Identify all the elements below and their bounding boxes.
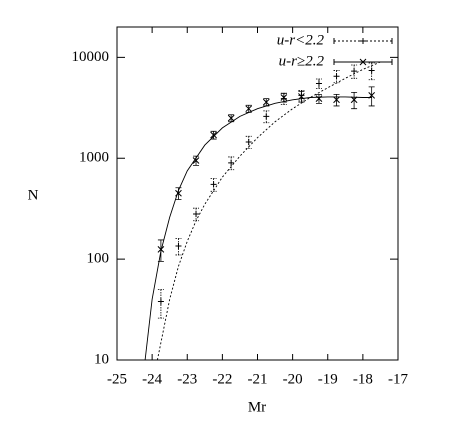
error-bar [351, 64, 358, 79]
marker-shape [263, 113, 270, 120]
marker-shape [193, 211, 200, 218]
x-tick-label: -18 [353, 371, 373, 387]
marker [192, 157, 200, 164]
marker [280, 94, 288, 101]
marker-shape [175, 189, 182, 197]
y-tick-label: 10000 [72, 49, 110, 65]
x-tick-label: -20 [283, 371, 303, 387]
marker [368, 92, 376, 99]
marker [227, 114, 235, 122]
marker [210, 181, 217, 188]
y-tick-label: 100 [87, 251, 110, 267]
marker [333, 96, 340, 104]
marker [175, 242, 182, 249]
marker-shape [315, 80, 322, 87]
marker-shape [157, 298, 164, 305]
fit-curve [156, 61, 381, 361]
marker-shape [315, 95, 323, 102]
marker [175, 189, 182, 197]
marker-shape [333, 96, 340, 104]
marker-shape [350, 96, 358, 104]
x-tick-label: -22 [212, 371, 232, 387]
marker [351, 68, 358, 75]
marker [193, 211, 200, 218]
x-tick-label: -23 [177, 371, 197, 387]
legend-bar [333, 38, 393, 44]
marker [315, 95, 323, 102]
x-tick-label: -24 [142, 371, 162, 387]
error-bar [368, 86, 375, 107]
marker [157, 298, 164, 305]
y-axis-label: N [28, 187, 39, 203]
marker-shape [351, 68, 358, 75]
x-tick-label: -25 [107, 371, 127, 387]
marker [315, 80, 322, 87]
marker [298, 93, 305, 100]
legend-label: u-r<2.2 [277, 32, 325, 48]
marker-shape [210, 131, 217, 139]
marker-shape [280, 94, 288, 101]
marker [368, 67, 375, 74]
marker-shape [228, 159, 235, 166]
x-tick-label: -19 [318, 371, 338, 387]
legend-label: u-r≥2.2 [279, 53, 325, 69]
marker [262, 98, 270, 106]
error-bar [157, 239, 164, 262]
marker [245, 138, 252, 145]
marker-shape [368, 67, 375, 74]
y-tick-label: 10 [94, 351, 109, 367]
marker [263, 113, 270, 120]
x-tick-label: -17 [388, 371, 408, 387]
x-tick-label: -21 [248, 371, 268, 387]
error-bar [315, 78, 322, 90]
marker-shape [192, 157, 200, 164]
plot-frame [116, 26, 399, 361]
marker [350, 96, 358, 104]
fit-curve [144, 96, 372, 361]
marker [228, 159, 235, 166]
marker-shape [227, 114, 235, 122]
marker [333, 73, 340, 80]
marker [359, 58, 367, 66]
marker [210, 131, 217, 139]
marker-shape [175, 242, 182, 249]
marker-shape [157, 245, 165, 253]
marker [245, 105, 253, 113]
marker-shape [210, 181, 217, 188]
marker-shape [298, 93, 305, 100]
marker-shape [359, 58, 367, 66]
legend-bar [333, 59, 393, 65]
marker-shape [245, 105, 253, 113]
marker-shape [262, 98, 270, 106]
marker [157, 245, 165, 253]
marker-shape [368, 92, 376, 99]
x-axis-label: Mr [248, 399, 266, 415]
marker-shape [360, 38, 366, 44]
marker [360, 38, 366, 44]
y-tick-label: 1000 [79, 150, 109, 166]
marker-shape [245, 138, 252, 145]
marker-shape [333, 73, 340, 80]
error-bar [157, 289, 164, 319]
error-bar [351, 91, 358, 110]
